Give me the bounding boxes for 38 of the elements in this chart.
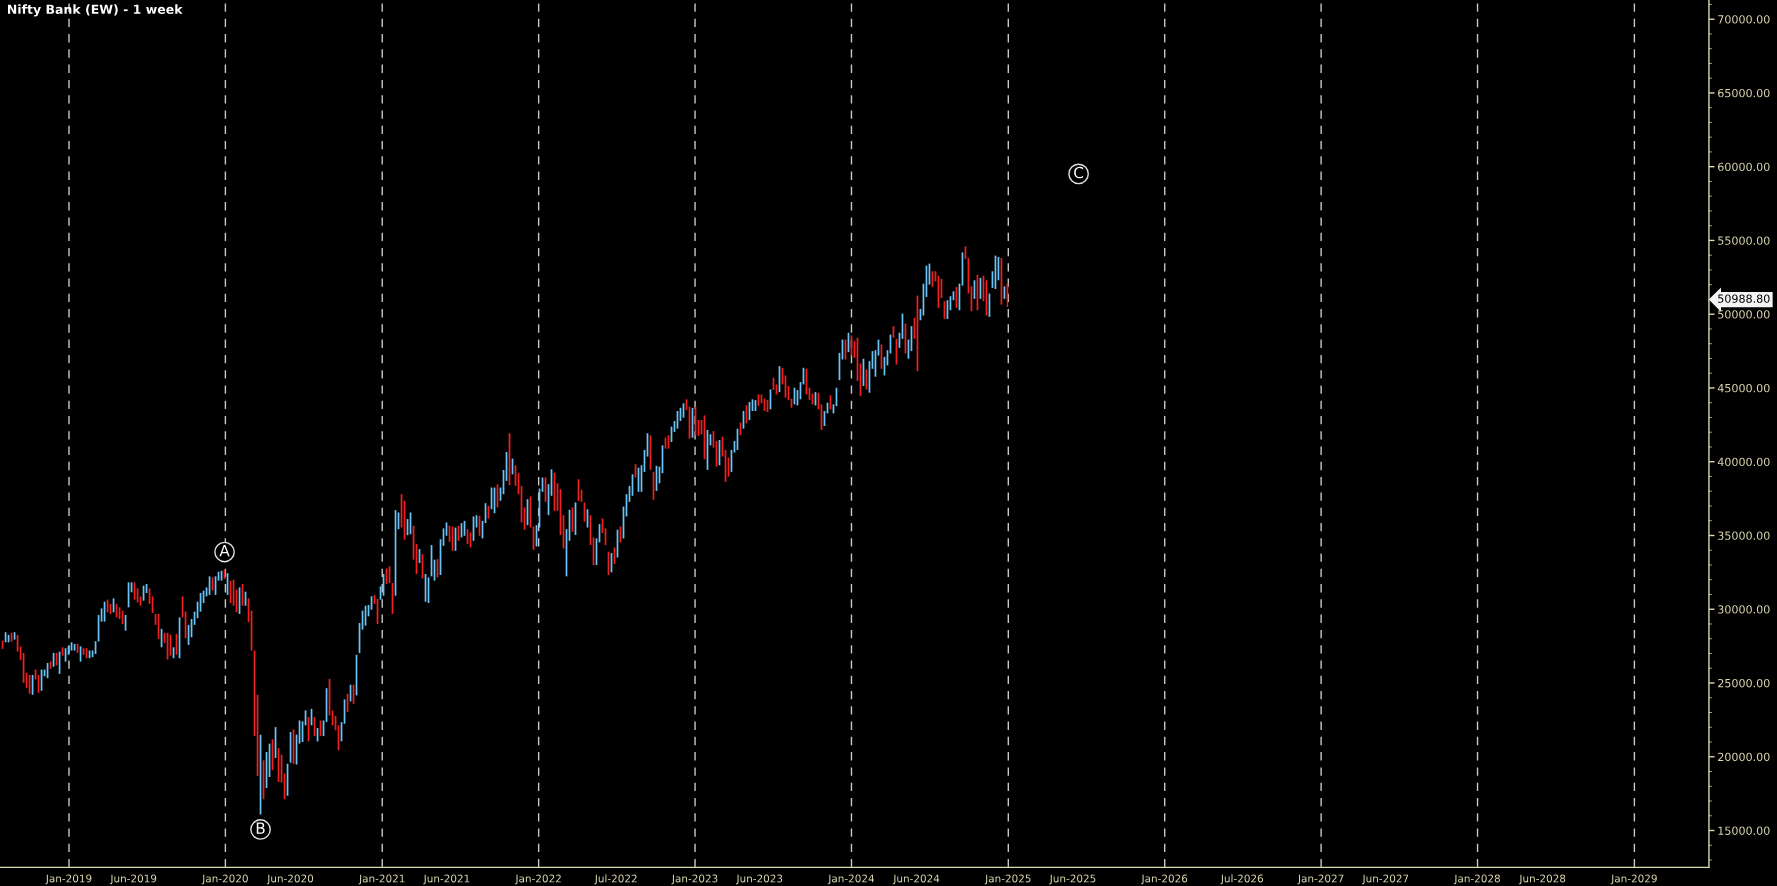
y-tick-label: 45000.00 xyxy=(1717,383,1770,393)
x-tick-label: Jun-2020 xyxy=(266,874,314,885)
text: 50988.80 xyxy=(1718,294,1770,303)
x-tick-label: Jul-2026 xyxy=(1220,874,1264,885)
annotation: B xyxy=(256,822,265,834)
x-tick-label: Jan-2023 xyxy=(671,874,718,885)
y-tick-label: 30000.00 xyxy=(1718,605,1770,614)
x-tick-label: Jan-2022 xyxy=(514,874,561,885)
x-tick-label: Jun-2019 xyxy=(109,874,157,885)
annotation: A xyxy=(219,545,230,557)
x-tick-label: Jan-2026 xyxy=(1141,874,1188,885)
x-tick-label: Jan-2020 xyxy=(201,874,248,885)
x-tick-label: Jan-2021 xyxy=(358,874,405,885)
chart-title: Nifty Bank (EW) - 1 week xyxy=(7,4,183,17)
x-tick-label: Jan-2028 xyxy=(1453,874,1500,885)
x-tick-label: Jun-2028 xyxy=(1518,874,1566,885)
y-tick-label: 50000.00 xyxy=(1718,310,1770,319)
y-tick-label: 20000.00 xyxy=(1718,752,1770,762)
y-tick-label: 70000.00 xyxy=(1718,15,1770,24)
y-tick-label: 55000.00 xyxy=(1718,236,1770,245)
y-tick-label: 25000.00 xyxy=(1718,678,1770,688)
x-tick-label: Jan-2024 xyxy=(827,874,875,885)
x-tick-label: Jun-2027 xyxy=(1362,874,1409,885)
x-tick-label: Jun-2025 xyxy=(1049,874,1096,885)
x-tick-label: Jan-2027 xyxy=(1297,874,1344,885)
x-tick-label: Jan-2025 xyxy=(984,874,1031,885)
x-tick-label: Jan-2029 xyxy=(1610,874,1657,885)
x-tick-label: Jan-2019 xyxy=(45,874,92,885)
annotation: C xyxy=(1074,166,1084,179)
y-tick-label: 15000.00 xyxy=(1718,826,1770,835)
x-tick-label: Jun-2023 xyxy=(735,874,783,885)
y-tick-label: 60000.00 xyxy=(1718,162,1770,172)
y-tick-label: 40000.00 xyxy=(1717,457,1770,467)
y-tick-label: 65000.00 xyxy=(1718,88,1770,98)
x-tick-label: Jun-2021 xyxy=(423,874,470,885)
x-tick-label: Jun-2024 xyxy=(892,874,940,885)
x-tick-label: Jul-2022 xyxy=(594,874,637,885)
y-tick-label: 35000.00 xyxy=(1718,531,1770,540)
